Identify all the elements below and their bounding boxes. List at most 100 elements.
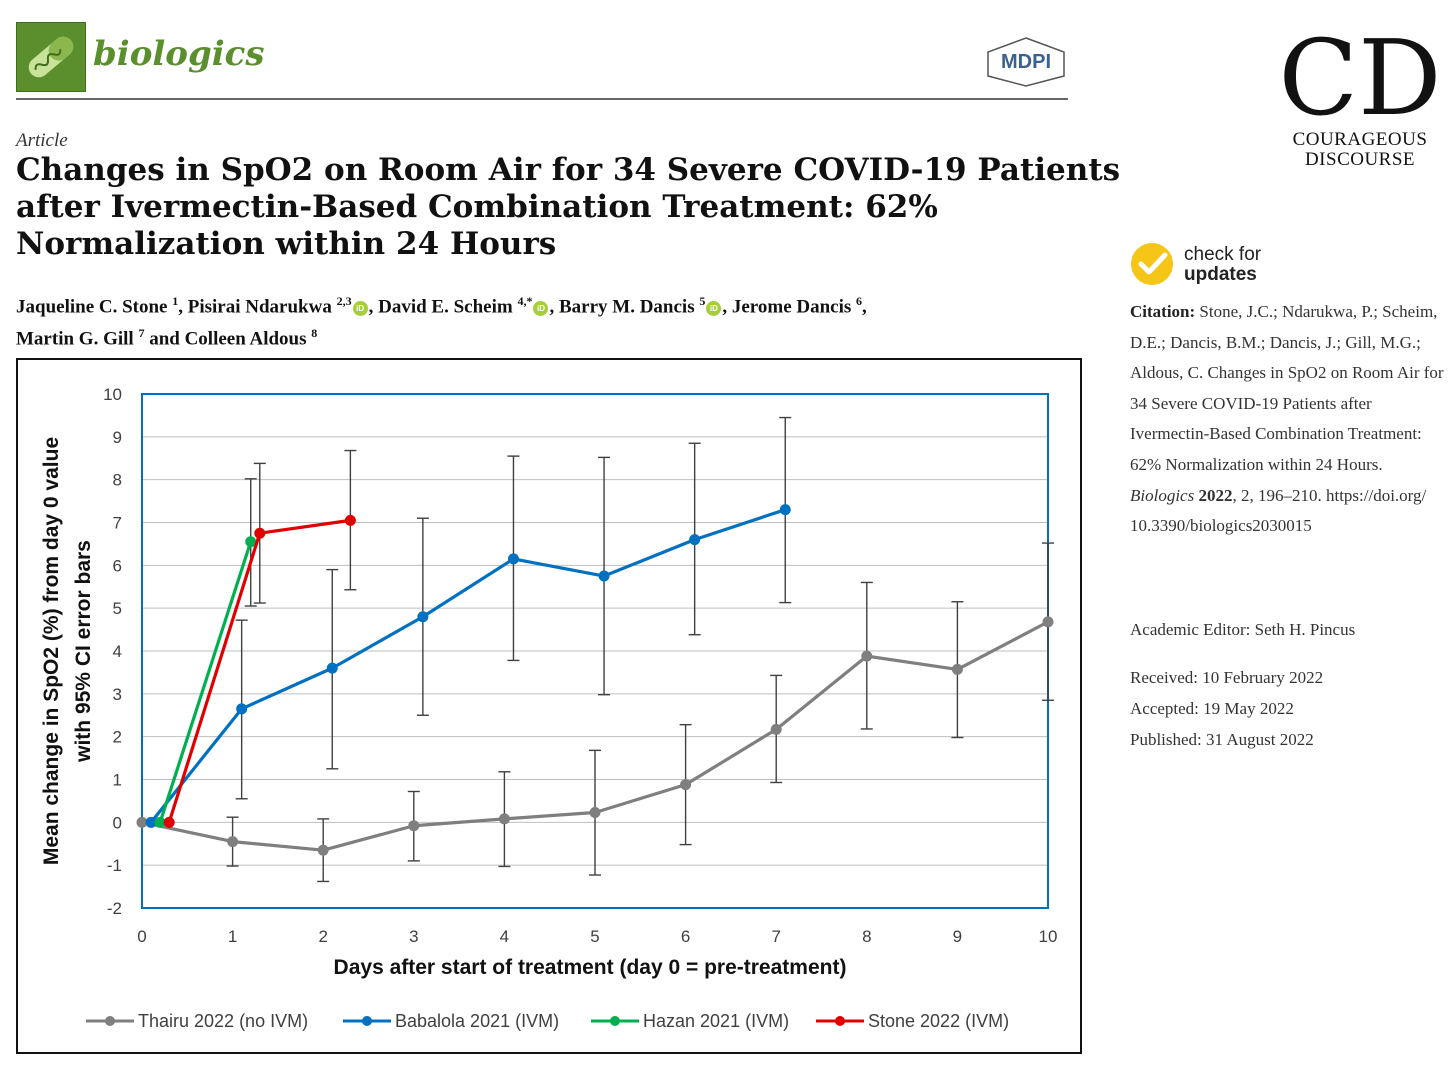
author-separator: , <box>368 296 379 318</box>
data-point <box>779 504 791 516</box>
data-point <box>163 816 175 828</box>
title-line: Normalization within 24 Hours <box>16 226 557 262</box>
author-affiliation: 8 <box>311 326 318 341</box>
author-affiliation: 1 <box>172 294 179 308</box>
data-point <box>1042 616 1054 628</box>
figure-frame <box>16 358 1082 1054</box>
academic-editor: Academic Editor: Seth H. Pincus <box>1130 620 1356 639</box>
data-point <box>254 527 266 539</box>
data-point <box>498 813 510 825</box>
y-tick-label: -1 <box>107 856 122 875</box>
orcid-icon[interactable]: iD <box>706 301 722 317</box>
author-name: Jaqueline C. Stone <box>16 296 173 318</box>
brand-monogram: CD <box>1284 18 1436 124</box>
accepted-date: Accepted: 19 May 2022 <box>1130 699 1294 718</box>
check-updates-label[interactable]: check for <box>1184 244 1262 265</box>
data-point <box>154 816 166 828</box>
y-tick-label: 1 <box>113 771 122 790</box>
author-affiliation: 4,* <box>517 294 533 308</box>
series-line <box>149 508 786 824</box>
citation-block: Citation: Stone, J.C.; Ndarukwa, P.; Sch… <box>1130 297 1446 542</box>
data-point <box>145 816 157 828</box>
y-tick-label: 4 <box>113 642 122 661</box>
y-tick-label: 8 <box>113 471 122 490</box>
legend-label: Stone 2022 (IVM) <box>868 1011 1009 1031</box>
check-updates-label-bold[interactable]: updates <box>1184 264 1257 285</box>
author-affiliation: 5 <box>699 294 706 308</box>
author-separator: , <box>722 296 732 318</box>
title-line: after Ivermectin-Based Combination Treat… <box>16 189 938 225</box>
orcid-icon[interactable]: iD <box>533 301 549 317</box>
data-point <box>317 844 329 856</box>
data-point <box>136 816 148 828</box>
data-point <box>770 723 782 735</box>
author-line: Martin G. Gill 7 and Colleen Aldous 8 <box>16 320 1076 352</box>
y-tick-label: 3 <box>113 685 122 704</box>
legend-label: Babalola 2021 (IVM) <box>395 1011 559 1031</box>
data-point <box>236 703 248 715</box>
citation-label: Citation: <box>1130 302 1196 321</box>
data-point <box>417 611 429 623</box>
citation-rest[interactable]: , 2, 196–210. https://doi.org/ 10.3390/b… <box>1130 485 1427 536</box>
citation-text: Stone, J.C.; Ndarukwa, P.; Scheim, D.E.;… <box>1130 302 1444 474</box>
brand-line1: COURAGEOUS <box>1292 129 1428 150</box>
legend-label: Hazan 2021 (IVM) <box>643 1011 789 1031</box>
y-tick-label: 5 <box>113 599 122 618</box>
legend-marker <box>610 1016 620 1026</box>
check-updates-icon[interactable] <box>1130 242 1174 286</box>
x-tick-label: 1 <box>228 927 237 946</box>
legend-label: Thairu 2022 (no IVM) <box>138 1011 308 1031</box>
x-tick-label: 9 <box>953 927 962 946</box>
author-affiliation: 6 <box>856 294 863 308</box>
data-point <box>408 820 420 832</box>
data-point <box>589 806 601 818</box>
header-divider <box>16 98 1068 100</box>
x-axis-title: Days after start of treatment (day 0 = p… <box>334 956 847 979</box>
citation-year: 2022 <box>1198 485 1233 505</box>
data-point <box>689 534 701 546</box>
author-list: Jaqueline C. Stone 1, Pisirai Ndarukwa 2… <box>16 288 1076 353</box>
author-separator: and <box>144 328 185 350</box>
data-point <box>680 779 692 791</box>
spo2-line-chart: -2 -1 0 1 2 3 4 5 6 7 8 9 10 0 1 2 3 4 5 6 7 8 9 10 Days after s… <box>40 385 1057 1031</box>
data-point <box>507 553 519 565</box>
data-point <box>951 663 963 675</box>
x-tick-label: 0 <box>137 927 146 946</box>
orcid-icon[interactable]: iD <box>352 301 368 317</box>
legend-marker <box>835 1016 845 1026</box>
data-point <box>245 536 257 548</box>
article-type: Article <box>16 130 68 151</box>
x-tick-label: 2 <box>318 927 327 946</box>
legend-marker <box>362 1016 372 1026</box>
brand-line2: DISCOURSE <box>1304 149 1416 170</box>
data-point <box>861 650 873 662</box>
mdpi-logo-text: MDPI <box>1001 51 1051 73</box>
author-line: Jaqueline C. Stone 1, Pisirai Ndarukwa 2… <box>16 288 1076 320</box>
author-name: Pisirai Ndarukwa <box>187 296 337 318</box>
y-tick-label: 0 <box>113 813 122 832</box>
author-separator: , <box>178 296 188 318</box>
courageous-discourse-logo: CD <box>1279 17 1442 139</box>
author-name: Jerome Dancis <box>731 296 857 318</box>
author-name: Barry M. Dancis <box>558 296 700 318</box>
y-axis-title-line1: Mean change in SpO2 (%) from day 0 value <box>40 437 63 865</box>
journal-name: biologics <box>93 34 265 74</box>
author-affiliation: 2,3 <box>336 294 352 308</box>
brand-wordmark: COURAGEOUS DISCOURSE <box>1276 130 1444 170</box>
data-point <box>326 662 338 674</box>
series-line <box>158 541 253 823</box>
journal-logo-icon <box>16 22 86 92</box>
author-name: David E. Scheim <box>378 296 518 318</box>
article-title: Changes in SpO2 on Room Air for 34 Sever… <box>16 152 1120 263</box>
author-name: Colleen Aldous <box>184 328 312 350</box>
y-tick-label: 10 <box>103 385 122 404</box>
y-tick-label: 7 <box>113 514 122 533</box>
mdpi-logo: MDPI <box>984 36 1068 88</box>
x-tick-label: 5 <box>590 927 599 946</box>
y-tick-label: 6 <box>113 556 122 575</box>
y-tick-label: 9 <box>113 428 122 447</box>
published-date: Published: 31 August 2022 <box>1130 730 1314 749</box>
x-tick-label: 4 <box>500 927 509 946</box>
x-tick-label: 7 <box>771 927 780 946</box>
y-tick-label: -2 <box>107 899 122 918</box>
